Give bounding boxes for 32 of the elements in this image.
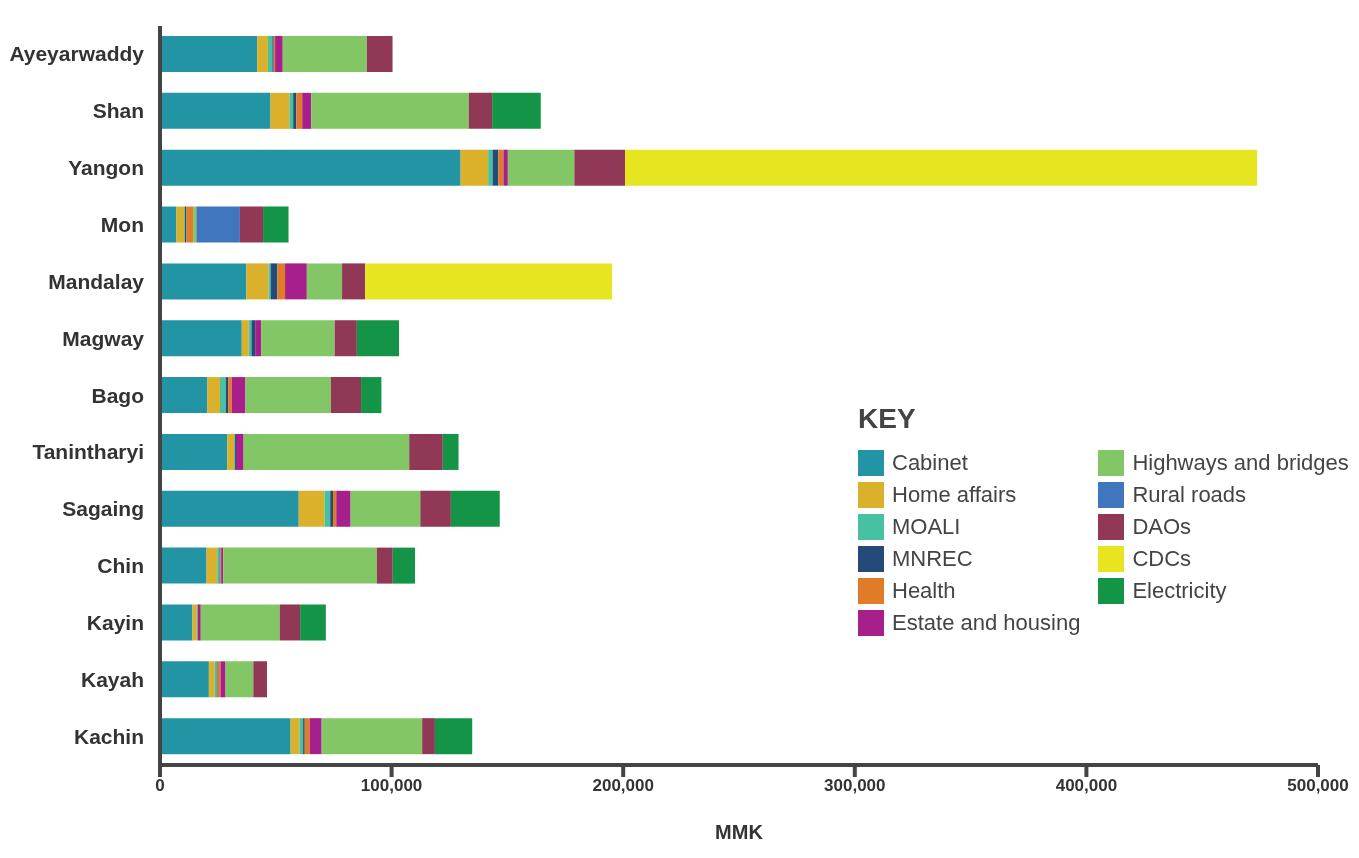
legend-label: Home affairs [892, 482, 1017, 508]
y-tick-label: Kachin [73, 724, 144, 748]
y-tick-label: Shan [92, 99, 144, 123]
legend-label: CDCs [1132, 546, 1192, 572]
legend-label: MNREC [892, 546, 973, 572]
y-tick-label: Ayeyarwaddy [9, 42, 145, 66]
y-tick-label: Bago [91, 383, 144, 407]
legend-label: Cabinet [892, 450, 968, 476]
y-tick-label: Mon [100, 212, 144, 236]
x-tick-label: 100,000 [360, 776, 423, 796]
legend-label: DAOs [1132, 514, 1192, 540]
legend-title: KEY [858, 403, 917, 435]
x-tick-label: 500,000 [1287, 776, 1349, 796]
legend-label: MOALI [892, 514, 961, 540]
legend-label: Estate and housing [892, 610, 1081, 636]
x-tick-label: 300,000 [824, 776, 886, 796]
y-tick-label: Tanintharyi [32, 440, 144, 464]
legend-label: Electricity [1132, 578, 1227, 604]
y-tick-label: Kayin [86, 610, 144, 634]
x-tick-label: 200,000 [592, 776, 654, 796]
legend-label: Highways and bridges [1132, 450, 1349, 476]
y-tick-label: Yangon [68, 156, 144, 180]
y-tick-label: Sagaing [62, 497, 144, 521]
x-axis-title: MMK [715, 821, 764, 843]
x-tick-label: 0 [155, 776, 165, 796]
y-tick-label: Magway [62, 326, 145, 350]
y-tick-label: Kayah [80, 667, 144, 691]
x-tick-label: 400,000 [1055, 776, 1118, 796]
y-tick-label: Mandalay [48, 269, 145, 293]
legend-label: Health [892, 578, 956, 604]
y-tick-label: Chin [97, 554, 144, 578]
legend-label: Rural roads [1132, 482, 1247, 508]
